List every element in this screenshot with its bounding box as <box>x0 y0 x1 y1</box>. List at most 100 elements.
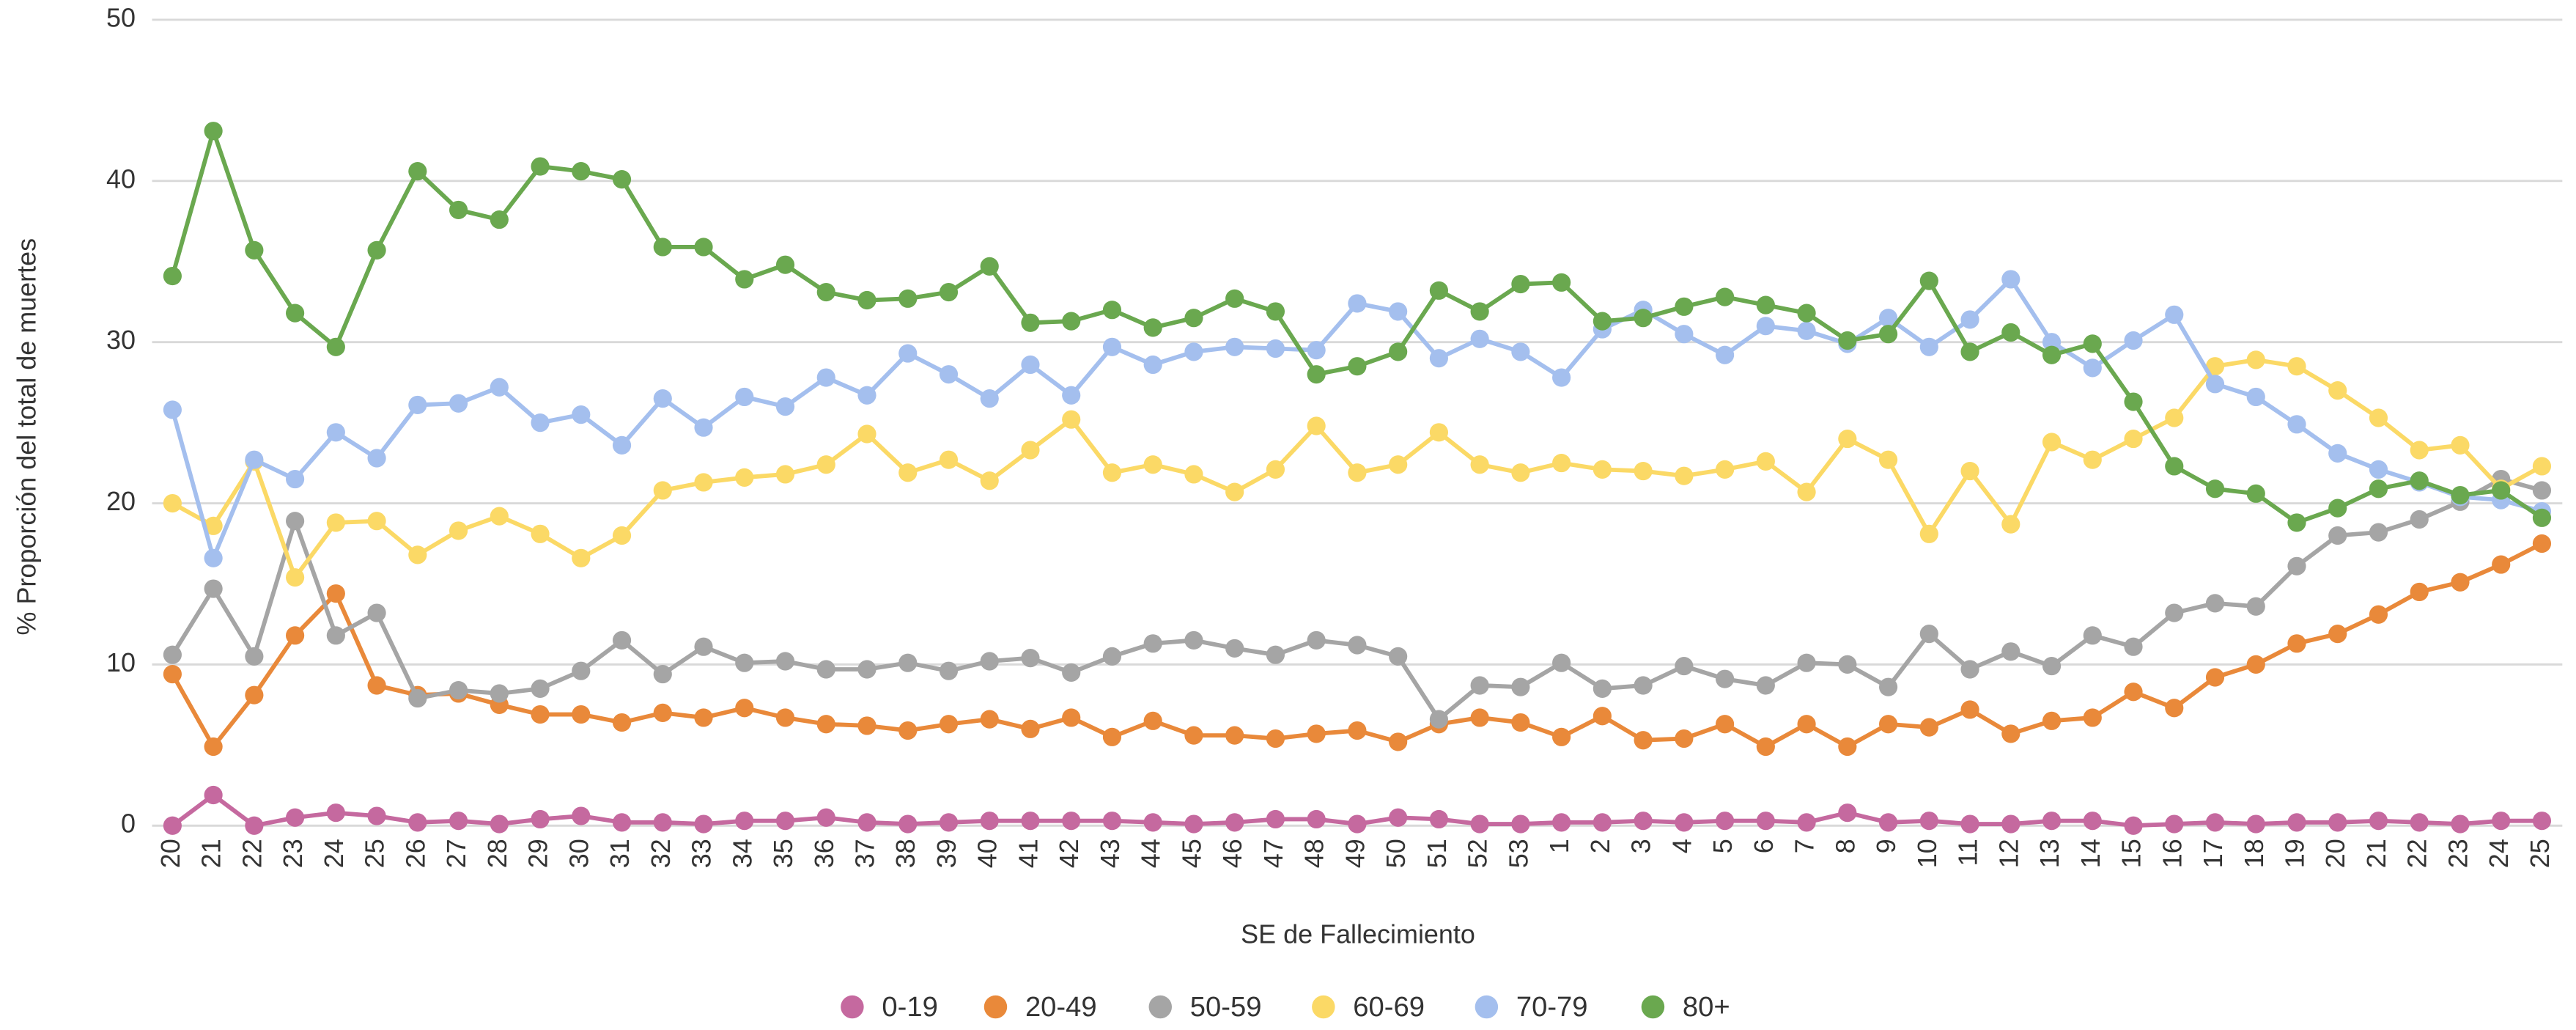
legend-marker <box>1312 995 1335 1019</box>
data-point <box>490 814 509 834</box>
data-point <box>1797 813 1816 832</box>
data-point <box>857 424 876 444</box>
data-point <box>653 389 672 408</box>
data-point <box>2246 387 2265 407</box>
data-point <box>490 210 509 229</box>
data-point <box>1593 312 1612 331</box>
data-point <box>775 652 795 671</box>
data-point <box>1225 813 1244 832</box>
data-point <box>1675 657 1694 676</box>
x-tick-label: 22 <box>237 839 267 868</box>
x-tick-label: 23 <box>2443 839 2473 868</box>
data-point <box>1470 676 1489 695</box>
data-point <box>612 630 632 650</box>
data-point <box>2042 812 2062 831</box>
legend-marker <box>841 995 864 1019</box>
data-point <box>694 637 713 656</box>
data-point <box>2246 597 2265 616</box>
data-point <box>1797 321 1816 340</box>
data-point <box>204 785 223 805</box>
data-point <box>775 708 795 727</box>
data-point <box>1429 710 1448 729</box>
data-point <box>1102 301 1122 320</box>
data-point <box>531 524 550 543</box>
data-point <box>1756 452 1775 471</box>
data-point <box>1348 294 1367 313</box>
data-point <box>857 386 876 405</box>
data-point <box>2001 642 2020 661</box>
data-point <box>2328 444 2347 463</box>
data-point <box>163 645 182 664</box>
x-tick-label: 15 <box>2116 839 2147 868</box>
data-point <box>1919 524 1938 543</box>
data-point <box>408 688 427 708</box>
data-point <box>204 548 223 567</box>
data-point <box>1878 309 1898 328</box>
data-point <box>816 455 835 474</box>
x-tick-label: 39 <box>931 839 962 868</box>
data-point <box>245 816 264 835</box>
data-point <box>367 512 386 531</box>
data-point <box>1225 482 1244 501</box>
data-point <box>816 808 835 827</box>
data-point <box>1348 636 1367 655</box>
x-tick-label: 51 <box>1422 839 1452 868</box>
data-point <box>2124 331 2143 350</box>
data-point <box>2124 683 2143 702</box>
data-point <box>898 344 918 363</box>
data-point <box>2410 510 2429 529</box>
data-point <box>1634 309 1653 328</box>
data-point <box>2369 460 2388 479</box>
data-point <box>1021 649 1040 668</box>
data-point <box>612 813 632 832</box>
x-tick-label: 14 <box>2075 839 2106 868</box>
data-point <box>1797 482 1816 501</box>
y-tick-label: 50 <box>106 2 136 32</box>
data-point <box>2410 471 2429 490</box>
data-point <box>816 368 835 387</box>
x-tick-label: 27 <box>441 839 471 868</box>
data-point <box>1797 653 1816 672</box>
data-point <box>939 450 959 469</box>
x-tick-label: 41 <box>1013 839 1043 868</box>
data-point <box>1593 813 1612 832</box>
data-point <box>1878 325 1898 344</box>
data-point <box>816 715 835 734</box>
data-point <box>1225 289 1244 308</box>
data-point <box>1919 812 1938 831</box>
data-point <box>1878 450 1898 469</box>
x-tick-label: 53 <box>1503 839 1533 868</box>
data-point <box>1634 461 1653 481</box>
data-point <box>2205 375 2225 394</box>
data-point <box>1675 325 1694 344</box>
data-point <box>2001 323 2020 342</box>
data-point <box>1266 460 1285 479</box>
data-point <box>1266 339 1285 358</box>
data-point <box>694 708 713 727</box>
data-point <box>1307 416 1326 435</box>
data-point <box>1593 707 1612 726</box>
x-tick-label: 20 <box>155 839 185 868</box>
data-point <box>2042 657 2062 676</box>
y-tick-label: 30 <box>106 325 136 355</box>
data-point <box>2042 433 2062 452</box>
data-point <box>1756 676 1775 695</box>
y-tick-label: 0 <box>121 809 136 839</box>
data-point <box>2124 430 2143 449</box>
data-point <box>1960 700 1979 719</box>
data-point <box>1102 337 1122 356</box>
x-tick-label: 13 <box>2034 839 2064 868</box>
data-point <box>612 170 632 189</box>
data-point <box>2083 708 2102 727</box>
data-point <box>1634 812 1653 831</box>
x-tick-label: 4 <box>1667 839 1697 853</box>
data-point <box>2083 358 2102 378</box>
data-point <box>1593 460 1612 479</box>
data-point <box>653 481 672 500</box>
data-point <box>1675 813 1694 832</box>
legend-label: 20-49 <box>1025 991 1097 1023</box>
data-point <box>204 516 223 535</box>
data-point <box>1675 297 1694 316</box>
data-point <box>2205 357 2225 376</box>
x-tick-label: 48 <box>1299 839 1329 868</box>
